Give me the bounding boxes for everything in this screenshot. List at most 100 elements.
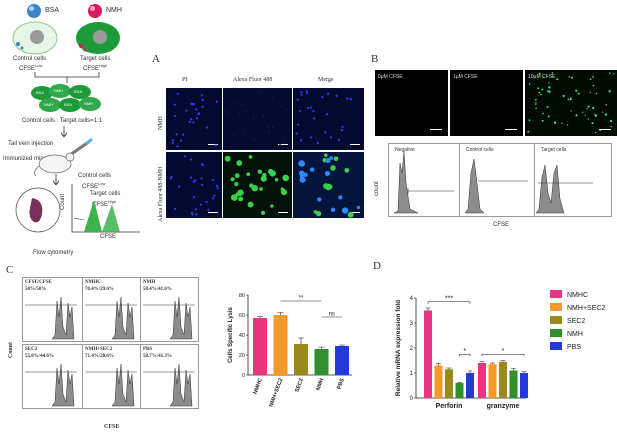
cell-dot [189, 176, 193, 179]
fluorescent-dot [537, 87, 540, 90]
fluorescent-dot [548, 82, 550, 84]
cell-dot [329, 136, 333, 139]
y-tick-label: 0 [242, 373, 245, 379]
micro-pi-af488nmh [166, 152, 222, 218]
bar [488, 364, 497, 398]
bar [520, 373, 528, 398]
fluorescent-dot [589, 78, 592, 81]
cfse-image-2: 10μM CFSE [525, 70, 617, 136]
cell-dot [241, 132, 245, 136]
cell-dot [337, 138, 341, 141]
cell-dot [195, 117, 199, 120]
cell-dot [201, 183, 204, 187]
cell-dot [253, 114, 256, 117]
cell-dot [309, 106, 313, 109]
col-label-pi: PI [182, 77, 188, 83]
cell-dot [333, 156, 339, 162]
cell-dot [278, 144, 282, 147]
cell-dot [356, 205, 361, 210]
cell-dot [283, 138, 286, 141]
panel-d-letter: D [373, 260, 381, 272]
cell-dot [260, 175, 267, 182]
cell-dot [238, 111, 241, 115]
y-tick-label: 60 [239, 313, 245, 319]
cell-dot [200, 94, 203, 97]
fluorescent-dot [582, 111, 584, 114]
target-cfse-sup: High [99, 63, 108, 68]
cell-dot [325, 113, 329, 116]
cell-dot [224, 155, 231, 162]
flow-c-0-pct: 50%/50% [25, 287, 47, 292]
panel-c-letter: C [6, 264, 14, 276]
cfse-histogram [111, 296, 135, 340]
cell-dot [230, 194, 238, 201]
cell-dot [177, 185, 181, 188]
cell-mixture-icon [31, 84, 101, 112]
category-label: Perforin [436, 403, 463, 410]
cell-dot [349, 98, 352, 101]
fluorescent-dot [608, 72, 611, 74]
fluorescent-dot [568, 76, 571, 78]
cell-dot [176, 145, 179, 148]
cell-dot [299, 139, 303, 142]
cell-dot [262, 172, 267, 178]
cfse-image-1: 1μM CFSE [450, 70, 523, 136]
fluorescent-dot [548, 90, 551, 93]
cell-dot [259, 187, 263, 191]
control-cfse-sup: Low [35, 63, 43, 68]
bar [335, 346, 349, 375]
cell-dot [271, 97, 274, 100]
cell-dot [215, 184, 219, 187]
legend-swatch [550, 329, 562, 337]
bsa-molecule-icon [27, 4, 41, 18]
fluorescent-dot [528, 83, 531, 85]
cell-dot [307, 106, 310, 110]
cell-dot [182, 133, 185, 136]
bar [314, 349, 329, 375]
cluster-label-5: BSA [64, 102, 73, 107]
cell-dot [191, 213, 194, 216]
cell-dot [305, 89, 308, 93]
hist-ylabel: Count [60, 193, 66, 210]
cell-dot [207, 208, 210, 211]
cell-dot [215, 100, 218, 103]
cell-dot [176, 92, 179, 95]
error-bar [318, 346, 325, 349]
cfse-image-0: 0μM CFSE [375, 70, 448, 136]
cluster-label-2: NMH [54, 88, 64, 93]
merge-arrow-icon [34, 72, 100, 83]
cell-dot [274, 177, 279, 182]
cell-dot [313, 117, 316, 120]
cell-dot [309, 167, 315, 172]
fluorescent-dot [542, 76, 544, 78]
significance-label: * [502, 348, 505, 355]
cell-dot [185, 109, 188, 112]
hist-control-cfse-text: CFSE [82, 184, 99, 190]
cluster-label-3: BSA [74, 89, 83, 94]
fluorescent-dot [594, 114, 597, 117]
category-label: granzyme [487, 403, 520, 410]
cell-cluster-labels: BSA NMH BSA NMH BSA NMH [30, 83, 104, 115]
flow-c-5-name: PBS [143, 347, 153, 352]
flow-c-1-name: NMHC [85, 280, 101, 285]
cell-dot [285, 108, 288, 111]
significance-label: * [463, 348, 466, 355]
fluorescent-dot [541, 88, 544, 91]
cell-dot [191, 103, 194, 106]
fluorescent-dot [566, 124, 569, 126]
legend-swatch [550, 303, 562, 311]
col-label-merge: Merge [318, 77, 334, 83]
cell-dot [201, 98, 204, 101]
significance-bracket [481, 353, 525, 357]
lysis-bar-chart: 0 20 40 60 80 Cells Specific Lysis NMHC NMH+SEC… [228, 293, 352, 408]
cfse-image-1-label: 1μM CFSE [453, 74, 478, 80]
fluorescent-dot [595, 131, 597, 134]
fluorescent-dot [587, 105, 590, 108]
cell-dot [190, 118, 193, 121]
cell-dot [298, 160, 305, 167]
cell-dot [335, 94, 338, 97]
error-bar [298, 337, 304, 344]
fluorescent-dot [570, 76, 573, 79]
y-axis-label: Cells Specific Lysis [228, 306, 234, 362]
cell-dot [195, 213, 198, 216]
